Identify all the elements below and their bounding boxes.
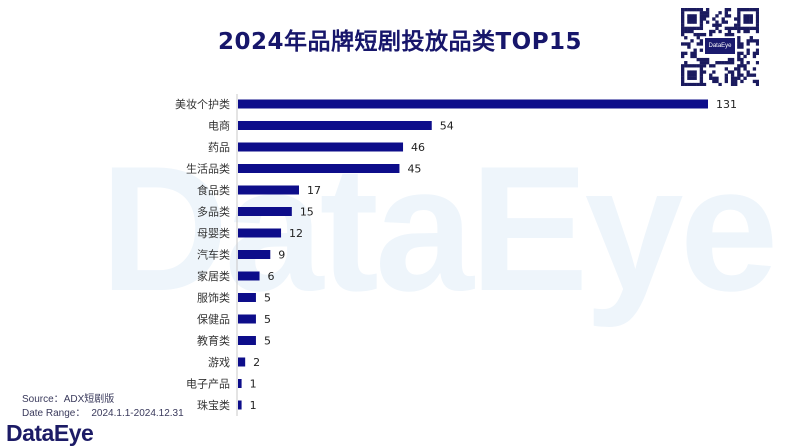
data-label: 12	[289, 227, 303, 240]
category-label: 家居类	[197, 269, 230, 283]
qr-logo: DataEye	[705, 38, 735, 54]
bar	[238, 185, 299, 195]
data-label: 2	[253, 356, 260, 369]
bar	[238, 293, 256, 302]
bar	[238, 121, 432, 130]
data-label: 1	[250, 399, 257, 412]
bar	[238, 314, 256, 324]
data-label: 15	[300, 206, 314, 219]
bar	[238, 164, 400, 173]
bar	[238, 271, 260, 281]
date-range-note: Date Range： 2024.1.1-2024.12.31	[22, 404, 184, 419]
category-label: 电商	[208, 119, 230, 133]
data-label: 17	[307, 184, 321, 197]
data-label: 1	[250, 378, 257, 391]
category-label: 多品类	[197, 205, 230, 219]
bar	[238, 357, 246, 367]
category-label: 电子产品	[186, 377, 230, 391]
bar	[238, 207, 292, 216]
date-range-value: 2024.1.1-2024.12.31	[91, 408, 184, 419]
data-label: 5	[264, 313, 271, 326]
category-label: 服饰类	[197, 291, 230, 305]
category-label: 食品类	[197, 183, 230, 197]
data-label: 6	[268, 270, 275, 283]
source-label: Source：	[22, 394, 64, 405]
bar	[238, 228, 282, 238]
category-label: 教育类	[197, 334, 230, 348]
category-label: 药品	[208, 141, 230, 154]
data-label: 5	[264, 335, 271, 348]
data-label: 5	[264, 292, 271, 305]
chart-title: 2024年品牌短剧投放品类TOP15	[217, 29, 583, 55]
data-label: 46	[411, 141, 425, 154]
data-label: 54	[440, 120, 454, 133]
brand-logo: DataEye	[6, 420, 94, 446]
category-label: 美妆个护类	[175, 97, 230, 111]
bar	[238, 336, 256, 345]
source-value: ADX短剧版	[63, 394, 115, 405]
data-label: 9	[278, 249, 285, 262]
category-label: 珠宝类	[197, 398, 230, 412]
category-label: 保健品	[197, 312, 230, 326]
data-label: 45	[407, 163, 421, 176]
category-label: 汽车类	[197, 248, 230, 262]
category-label: 母婴类	[197, 226, 230, 240]
bar	[238, 250, 271, 259]
watermark: DataEye	[100, 129, 779, 328]
date-range-label: Date Range：	[22, 408, 86, 419]
bar	[238, 99, 708, 109]
bar	[238, 400, 242, 410]
category-label: 游戏	[208, 356, 230, 369]
category-label: 生活品类	[186, 162, 230, 176]
qr-code-icon	[681, 8, 759, 86]
data-label: 131	[716, 98, 737, 111]
bar	[238, 142, 404, 152]
bar	[238, 379, 242, 388]
source-note: Source：ADX短剧版	[22, 390, 114, 405]
